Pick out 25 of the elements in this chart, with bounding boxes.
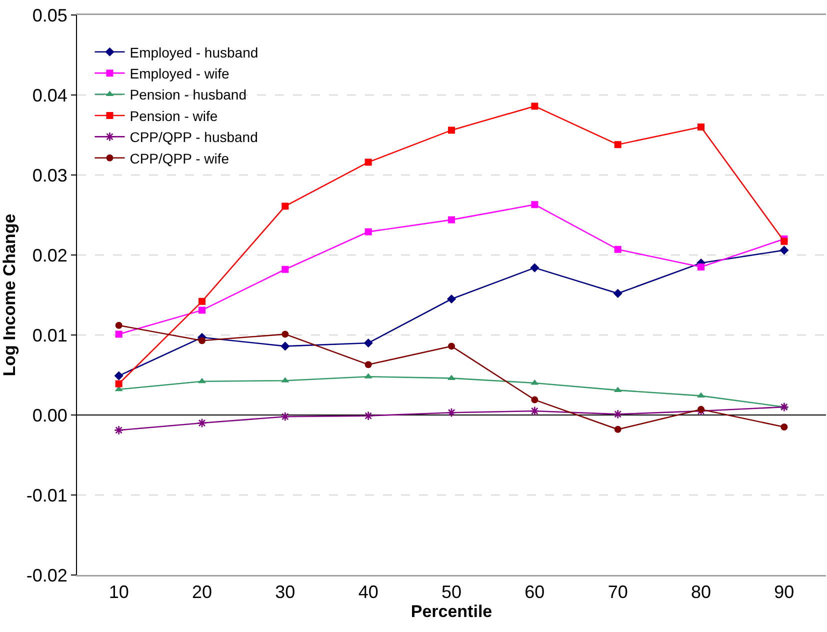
legend-label: CPP/QPP - husband xyxy=(130,129,258,146)
y-tick-label: 0.04 xyxy=(32,85,68,106)
x-tick-label: 50 xyxy=(441,582,462,602)
x-tick-label: 40 xyxy=(358,582,378,602)
y-tick-label: 0.00 xyxy=(32,405,68,426)
x-tick-label: 10 xyxy=(108,582,129,602)
x-tick-label: 70 xyxy=(608,582,628,602)
y-tick-label: 0.05 xyxy=(32,5,68,26)
y-tick-label: 0.03 xyxy=(32,165,68,186)
y-tick-label: 0.02 xyxy=(32,245,68,266)
x-tick-label: 80 xyxy=(690,582,712,602)
x-tick-label: 30 xyxy=(275,582,296,602)
y-axis-title: Log Income Change xyxy=(0,214,19,376)
legend-label: Pension - husband xyxy=(130,86,246,103)
legend-label: CPP/QPP - wife xyxy=(130,150,230,166)
x-tick-label: 20 xyxy=(192,582,212,602)
legend-label: Pension - wife xyxy=(130,108,218,124)
x-tick-label: 60 xyxy=(524,582,545,602)
legend-label: Employed - husband xyxy=(130,44,258,60)
y-tick-label: -0.01 xyxy=(26,485,68,506)
x-tick-label: 90 xyxy=(774,582,794,602)
y-tick-label: 0.01 xyxy=(32,325,68,346)
y-tick-label: -0.02 xyxy=(26,565,68,586)
legend-label: Employed - wife xyxy=(130,66,230,82)
x-axis-title: Percentile xyxy=(410,602,492,622)
